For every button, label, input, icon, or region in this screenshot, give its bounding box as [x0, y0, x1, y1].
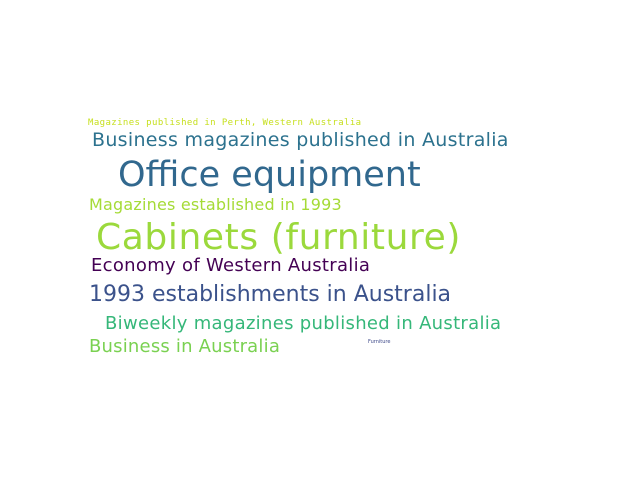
cloud-word: Biweekly magazines published in Australi… — [105, 313, 502, 334]
cloud-word: Business magazines published in Australi… — [92, 129, 509, 151]
cloud-word: Furniture — [368, 339, 391, 345]
cloud-word: Business in Australia — [89, 336, 281, 357]
cloud-word: Cabinets (furniture) — [96, 217, 461, 258]
cloud-word: Magazines published in Perth, Western Au… — [88, 118, 362, 128]
cloud-word: 1993 establishments in Australia — [89, 282, 452, 307]
cloud-word: Magazines established in 1993 — [89, 195, 342, 214]
cloud-word: Economy of Western Australia — [91, 255, 371, 276]
cloud-word: Office equipment — [118, 155, 421, 195]
